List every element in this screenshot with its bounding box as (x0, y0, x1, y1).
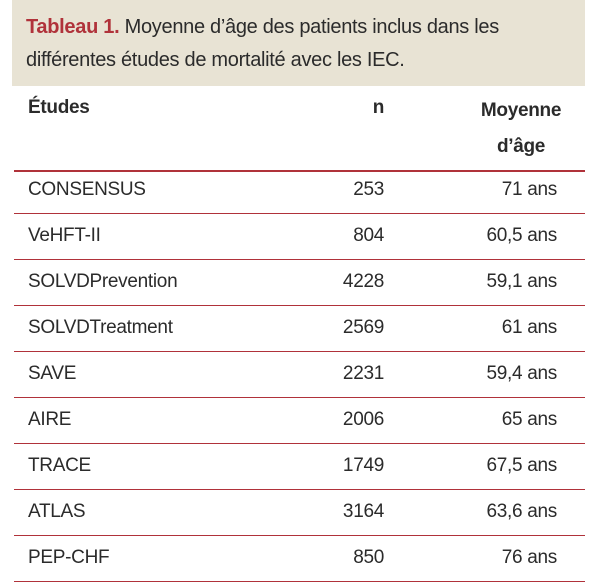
cell-age: 63,6 ans (486, 501, 558, 522)
cell-study: CONSENSUS (28, 179, 146, 200)
cell-n: 2006 (342, 409, 384, 430)
row-rule (14, 259, 585, 260)
row-rule (14, 443, 585, 444)
row-rule (14, 305, 585, 306)
header-cell: Moyenne d’âge (480, 100, 562, 157)
cell-study: SOLVDPrevention (28, 271, 178, 292)
row-rule (14, 489, 585, 490)
cell-study: VeHFT-II (28, 225, 101, 246)
cell-n: 850 (353, 547, 384, 568)
cell-study: TRACE (28, 455, 91, 476)
row-rule (14, 581, 585, 582)
row-rule (14, 213, 585, 214)
cell-n: 2231 (342, 363, 384, 384)
caption-text: Moyenne d’âge des patients inclus dans l… (26, 16, 499, 71)
caption: Tableau 1. Moyenne d’âge des patients in… (12, 0, 585, 86)
cell-n: 3164 (342, 501, 384, 522)
row-rule (14, 351, 585, 352)
row-rule (14, 397, 585, 398)
header-cell: n (372, 97, 385, 118)
cell-age: 61 ans (501, 317, 558, 338)
cell-age: 65 ans (501, 409, 558, 430)
cell-study: SAVE (28, 363, 77, 384)
cell-age: 59,4 ans (486, 363, 558, 384)
cell-n: 1749 (342, 455, 384, 476)
cell-age: 76 ans (501, 547, 558, 568)
cell-age: 59,1 ans (486, 271, 558, 292)
cell-n: 4228 (342, 271, 384, 292)
cell-n: 804 (353, 225, 384, 246)
cell-n: 2569 (342, 317, 384, 338)
cell-age: 71 ans (501, 179, 558, 200)
caption-label: Tableau 1. (26, 16, 120, 38)
row-rule (14, 535, 585, 536)
cell-study: PEP-CHF (28, 547, 110, 568)
header-rule (14, 170, 585, 172)
cell-age: 60,5 ans (486, 225, 558, 246)
header-cell: Études (28, 97, 90, 118)
cell-study: AIRE (28, 409, 72, 430)
cell-study: ATLAS (28, 501, 86, 522)
cell-age: 67,5 ans (486, 455, 558, 476)
cell-study: SOLVDTreatment (28, 317, 173, 338)
cell-n: 253 (353, 179, 384, 200)
